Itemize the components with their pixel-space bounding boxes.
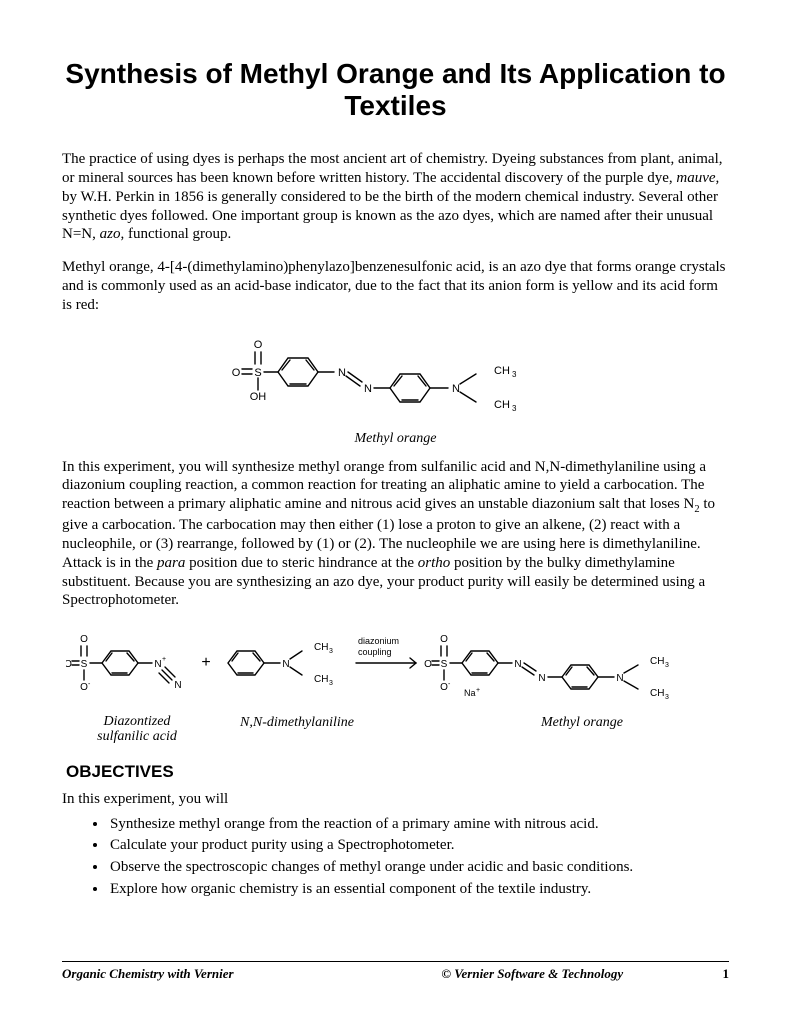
text: In this experiment, you will synthesize … bbox=[62, 459, 706, 513]
svg-text:3: 3 bbox=[512, 370, 517, 379]
svg-text:3: 3 bbox=[665, 662, 669, 669]
page-footer: Organic Chemistry with Vernier © Vernier… bbox=[62, 961, 729, 982]
svg-text:CH: CH bbox=[650, 656, 664, 667]
svg-text:O: O bbox=[231, 367, 240, 379]
svg-text:O: O bbox=[424, 659, 432, 670]
arrow-label: diazonium bbox=[358, 636, 399, 646]
intro-paragraph-1: The practice of using dyes is perhaps th… bbox=[62, 150, 729, 244]
subcaption-reagent-1: Diazontizedsulfanilic acid bbox=[62, 714, 212, 745]
list-item: Synthesize methyl orange from the reacti… bbox=[108, 815, 729, 834]
svg-text:S: S bbox=[441, 659, 448, 670]
subcaption-reagent-2: N,N-dimethylaniline bbox=[212, 714, 382, 745]
svg-text:3: 3 bbox=[512, 404, 517, 413]
svg-text:OH: OH bbox=[249, 391, 266, 403]
svg-text:CH: CH bbox=[494, 365, 510, 377]
svg-text:+: + bbox=[476, 687, 480, 694]
page-number: 1 bbox=[689, 966, 729, 982]
subcaption-product: Methyl orange bbox=[482, 714, 682, 745]
svg-text:S: S bbox=[81, 659, 88, 670]
svg-text:CH: CH bbox=[314, 674, 328, 685]
svg-text:N: N bbox=[538, 673, 545, 684]
svg-text:N: N bbox=[364, 383, 372, 395]
svg-text:O: O bbox=[66, 659, 72, 670]
svg-text:N: N bbox=[514, 659, 521, 670]
objectives-list: Synthesize methyl orange from the reacti… bbox=[62, 815, 729, 899]
footer-left: Organic Chemistry with Vernier bbox=[62, 966, 376, 982]
svg-text:N: N bbox=[282, 659, 289, 670]
italic-mauve: mauve, bbox=[676, 170, 719, 186]
svg-text:N: N bbox=[338, 367, 346, 379]
svg-text:3: 3 bbox=[329, 680, 333, 687]
svg-text:O: O bbox=[80, 682, 88, 693]
svg-text:-: - bbox=[448, 681, 451, 688]
svg-text:O: O bbox=[440, 682, 448, 693]
methyl-orange-structure: O S O OH N N N CH 3 CH 3 bbox=[62, 328, 729, 424]
svg-text:+: + bbox=[162, 656, 166, 663]
footer-copyright: © Vernier Software & Technology bbox=[376, 966, 690, 982]
page-title: Synthesis of Methyl Orange and Its Appli… bbox=[62, 58, 729, 122]
intro-paragraph-2: Methyl orange, 4-[4-(dimethylamino)pheny… bbox=[62, 258, 729, 314]
svg-text:-: - bbox=[88, 681, 91, 688]
svg-text:3: 3 bbox=[665, 694, 669, 701]
reaction-scheme: O S O O - N + N + N CH 3 CH 3 O S O bbox=[66, 624, 729, 708]
svg-text:N: N bbox=[174, 680, 181, 691]
svg-text:N: N bbox=[616, 673, 623, 684]
svg-text:N: N bbox=[154, 659, 161, 670]
text: position due to steric hindrance at the bbox=[185, 555, 417, 571]
objectives-intro: In this experiment, you will bbox=[62, 790, 729, 809]
svg-text:Na: Na bbox=[464, 688, 476, 698]
italic-azo: azo bbox=[100, 226, 121, 242]
svg-text:O: O bbox=[80, 634, 88, 645]
list-item: Explore how organic chemistry is an esse… bbox=[108, 880, 729, 899]
list-item: Observe the spectroscopic changes of met… bbox=[108, 858, 729, 877]
svg-text:CH: CH bbox=[494, 399, 510, 411]
text: The practice of using dyes is perhaps th… bbox=[62, 151, 723, 186]
svg-text:O: O bbox=[253, 339, 262, 351]
svg-text:CH: CH bbox=[314, 642, 328, 653]
svg-text:O: O bbox=[440, 634, 448, 645]
svg-text:S: S bbox=[254, 367, 261, 379]
body-paragraph-3: In this experiment, you will synthesize … bbox=[62, 458, 729, 610]
reaction-sub-captions: Diazontizedsulfanilic acid N,N-dimethyla… bbox=[62, 714, 729, 745]
svg-text:3: 3 bbox=[329, 648, 333, 655]
italic-ortho: ortho bbox=[418, 555, 451, 571]
svg-text:+: + bbox=[201, 654, 210, 671]
figure-caption-1: Methyl orange bbox=[62, 430, 729, 448]
svg-text:N: N bbox=[452, 383, 460, 395]
svg-text:coupling: coupling bbox=[358, 647, 392, 657]
text: , functional group. bbox=[120, 226, 231, 242]
svg-text:CH: CH bbox=[650, 688, 664, 699]
list-item: Calculate your product purity using a Sp… bbox=[108, 836, 729, 855]
objectives-heading: OBJECTIVES bbox=[66, 761, 729, 782]
italic-para: para bbox=[157, 555, 185, 571]
